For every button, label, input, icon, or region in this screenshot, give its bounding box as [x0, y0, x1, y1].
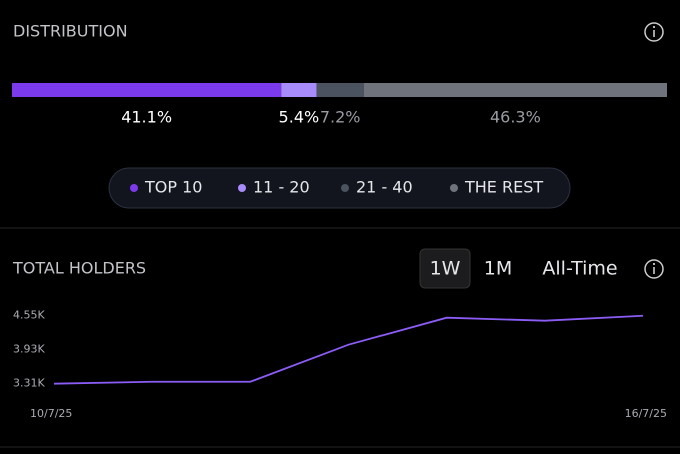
value-label: 7.2% — [320, 108, 361, 127]
tab-active-bg — [419, 248, 471, 289]
legend-dot — [450, 184, 458, 192]
y-tick-label: 4.55K — [13, 309, 45, 322]
value-label: 5.4% — [279, 108, 320, 127]
bar-segment — [316, 83, 364, 97]
value-label: 46.3% — [490, 108, 541, 127]
bar-segment — [12, 83, 282, 97]
legend-box — [108, 167, 571, 209]
legend-dot — [341, 184, 349, 192]
legend-dot — [238, 184, 246, 192]
tab[interactable]: 1W — [430, 258, 461, 280]
legend-dot — [130, 184, 138, 192]
legend-label: TOP 10 — [144, 178, 202, 197]
bar-segment — [281, 83, 317, 97]
bar-segment — [363, 83, 667, 97]
section-title: TOTAL HOLDERS — [12, 259, 146, 278]
y-tick-label: 3.31K — [13, 377, 45, 390]
x-tick-label: 10/7/25 — [30, 407, 72, 420]
legend-label: THE REST — [464, 178, 543, 197]
section-title: DISTRIBUTION — [13, 22, 128, 41]
line — [53, 314, 644, 385]
value-label: 41.1% — [121, 108, 172, 127]
x-tick-label: 16/7/25 — [625, 407, 667, 420]
info-icon[interactable] — [644, 259, 664, 279]
y-tick-label: 3.93K — [13, 343, 45, 356]
legend-label: 11 - 20 — [253, 178, 310, 197]
info-icon[interactable] — [644, 22, 664, 42]
legend-label: 21 - 40 — [356, 178, 413, 197]
tab[interactable]: All-Time — [542, 258, 617, 280]
tab[interactable]: 1M — [484, 258, 512, 280]
